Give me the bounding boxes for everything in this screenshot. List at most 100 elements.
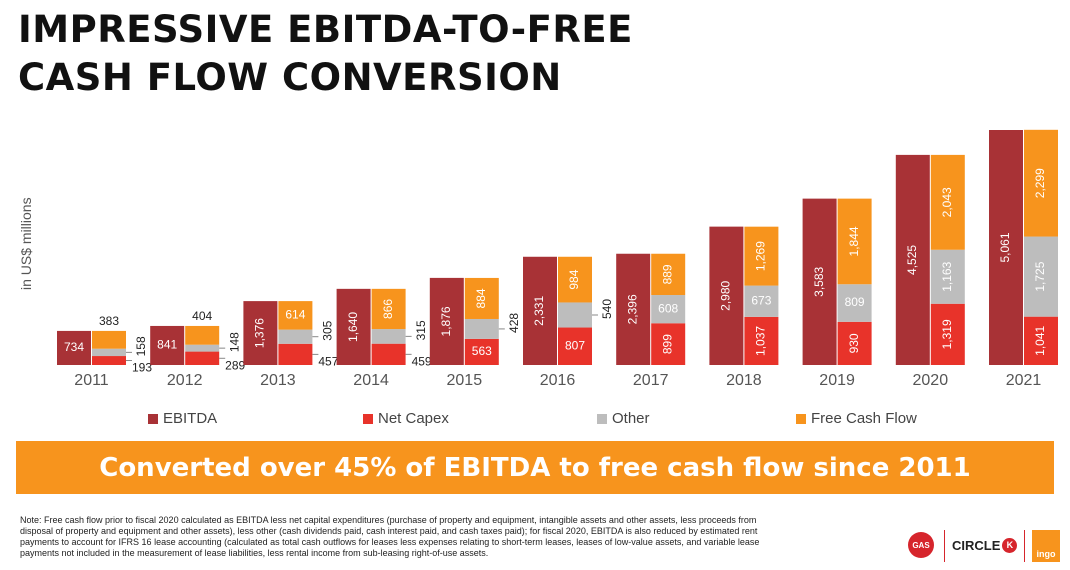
legend-label-free-cash-flow: Free Cash Flow <box>811 410 917 427</box>
data-label-net-capex-2011: 193 <box>132 361 152 375</box>
bar-ebitda-2020 <box>895 154 930 365</box>
legend-swatch-other <box>597 413 607 424</box>
bar-other-2014 <box>371 329 406 344</box>
bar-net-capex-2014 <box>371 343 406 365</box>
circle-k-mark-icon: K <box>1002 538 1018 553</box>
legend-label-net-capex: Net Capex <box>378 410 449 427</box>
legend-label-other: Other <box>612 410 650 427</box>
data-label-free-cash-flow-2016: 984 <box>567 269 581 289</box>
data-label-free-cash-flow-2018: 1,269 <box>754 241 768 271</box>
data-label-other-2014: 315 <box>414 320 428 340</box>
x-tick-label-2020: 2020 <box>913 372 949 389</box>
data-label-free-cash-flow-2015: 884 <box>474 288 488 308</box>
data-label-ebitda-2021: 5,061 <box>998 232 1012 262</box>
legend-swatch-ebitda <box>148 413 158 424</box>
bar-ebitda-2014 <box>336 288 371 365</box>
bar-free-cash-flow-2018 <box>744 226 779 286</box>
bar-other-2017 <box>651 295 686 324</box>
bar-net-capex-2013 <box>278 343 313 365</box>
logo-divider <box>1024 530 1025 562</box>
data-label-other-2020: 1,163 <box>940 261 954 291</box>
data-label-net-capex-2013: 457 <box>318 355 338 369</box>
data-label-ebitda-2020: 4,525 <box>905 245 919 275</box>
bar-net-capex-2017 <box>651 323 686 365</box>
bar-other-2012 <box>185 344 220 352</box>
bar-free-cash-flow-2012 <box>185 325 220 345</box>
bar-ebitda-2017 <box>616 253 651 365</box>
data-label-other-2015: 428 <box>507 313 521 333</box>
bar-other-2021 <box>1024 236 1058 317</box>
logo-divider <box>944 530 945 562</box>
data-label-other-2016: 540 <box>600 299 614 319</box>
bar-other-2020 <box>930 249 965 304</box>
data-label-net-capex-2017: 899 <box>660 334 674 354</box>
bar-other-2015 <box>464 318 499 339</box>
x-tick-label-2013: 2013 <box>260 372 296 389</box>
bar-other-2016 <box>558 302 592 328</box>
legend-item-other: Other <box>597 410 650 427</box>
data-label-net-capex-2012: 289 <box>225 358 245 372</box>
bar-net-capex-2020 <box>930 303 965 365</box>
data-label-ebitda-2011: 734 <box>64 340 84 354</box>
legend-swatch-free-cash-flow <box>796 413 806 424</box>
data-label-ebitda-2017: 2,396 <box>625 294 639 324</box>
data-label-free-cash-flow-2014: 866 <box>381 299 395 319</box>
ebitda-fcf-chart: 734 193 158 383 2011 841 289 148 404 2012 1,376 457… <box>57 129 1058 389</box>
data-label-ebitda-2019: 3,583 <box>812 266 826 296</box>
bar-free-cash-flow-2019 <box>837 198 872 285</box>
chart-legend: EBITDA Net Capex Other Free Cash Flow <box>0 410 1070 434</box>
bar-ebitda-2021 <box>989 130 1023 365</box>
data-label-net-capex-2018: 1,037 <box>754 326 768 356</box>
bar-free-cash-flow-2021 <box>1024 129 1058 237</box>
legend-label-ebitda: EBITDA <box>163 410 218 427</box>
bar-free-cash-flow-2013 <box>278 301 313 330</box>
bar-net-capex-2016 <box>558 327 592 365</box>
bar-net-capex-2018 <box>744 316 779 365</box>
data-label-free-cash-flow-2013: 614 <box>285 308 305 322</box>
x-tick-label-2017: 2017 <box>633 372 669 389</box>
data-label-ebitda-2014: 1,640 <box>346 312 360 342</box>
x-tick-label-2021: 2021 <box>1006 372 1042 389</box>
legend-swatch-net-capex <box>363 413 373 424</box>
data-label-ebitda-2012: 841 <box>157 338 177 352</box>
legend-item-free-cash-flow: Free Cash Flow <box>796 410 917 427</box>
bar-free-cash-flow-2014 <box>371 288 406 330</box>
data-label-ebitda-2015: 1,876 <box>439 306 453 336</box>
bar-ebitda-2015 <box>429 277 464 365</box>
bar-other-2018 <box>744 285 779 317</box>
footnote: Note: Free cash flow prior to fiscal 202… <box>20 515 760 558</box>
circle-k-wordmark: CIRCLE <box>952 538 1001 553</box>
x-tick-label-2018: 2018 <box>726 372 762 389</box>
bar-net-capex-2012 <box>185 351 220 365</box>
legend-item-net-capex: Net Capex <box>363 410 449 427</box>
data-label-free-cash-flow-2020: 2,043 <box>940 187 954 217</box>
bar-free-cash-flow-2011 <box>92 330 126 349</box>
data-label-net-capex-2015: 563 <box>472 344 492 358</box>
data-label-other-2017: 608 <box>658 301 678 315</box>
data-label-free-cash-flow-2012: 404 <box>192 309 212 323</box>
data-label-ebitda-2013: 1,376 <box>253 318 267 348</box>
data-label-net-capex-2014: 459 <box>412 355 432 369</box>
x-tick-label-2016: 2016 <box>540 372 576 389</box>
x-tick-label-2019: 2019 <box>819 372 855 389</box>
data-label-other-2021: 1,725 <box>1033 261 1047 291</box>
summary-banner: Converted over 45% of EBITDA to free cas… <box>16 441 1054 494</box>
data-label-net-capex-2019: 930 <box>847 333 861 353</box>
x-tick-label-2012: 2012 <box>167 372 203 389</box>
title-line-1: IMPRESSIVE EBITDA-TO-FREE <box>18 8 633 51</box>
bar-ebitda-2011 <box>57 330 91 365</box>
x-tick-label-2011: 2011 <box>74 372 109 389</box>
data-label-net-capex-2016: 807 <box>565 338 585 352</box>
title-line-2: CASH FLOW CONVERSION <box>18 56 562 99</box>
bar-free-cash-flow-2020 <box>930 154 965 250</box>
data-label-free-cash-flow-2021: 2,299 <box>1033 168 1047 198</box>
x-tick-label-2015: 2015 <box>447 372 483 389</box>
data-label-ebitda-2018: 2,980 <box>719 280 733 310</box>
data-label-free-cash-flow-2019: 1,844 <box>847 226 861 256</box>
x-tick-label-2014: 2014 <box>353 372 389 389</box>
bar-other-2013 <box>278 329 313 344</box>
data-label-net-capex-2021: 1,041 <box>1033 325 1047 355</box>
data-label-other-2012: 148 <box>227 332 241 352</box>
bar-free-cash-flow-2016 <box>558 256 592 303</box>
legend-item-ebitda: EBITDA <box>148 410 217 427</box>
